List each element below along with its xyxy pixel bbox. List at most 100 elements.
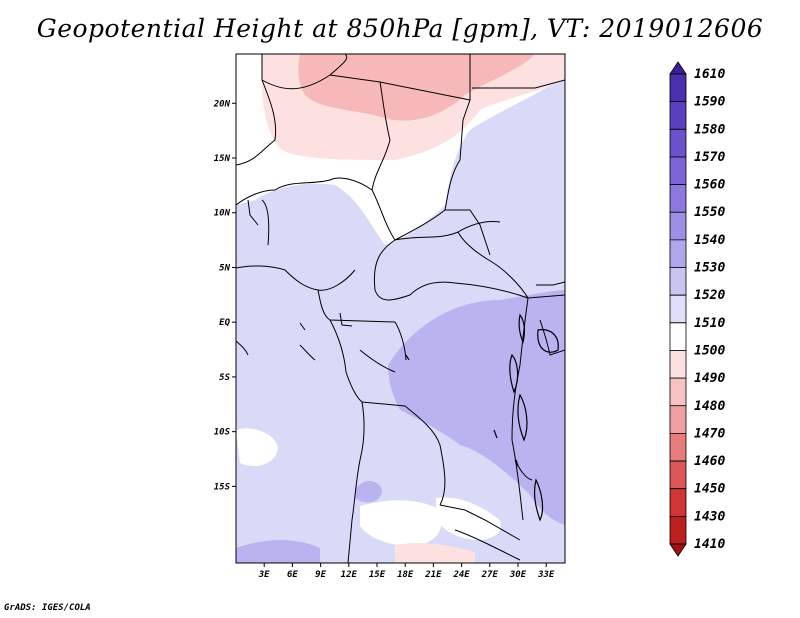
grads-credit: GrADS: IGES/COLA <box>4 603 91 613</box>
colorbar-swatch <box>669 460 687 490</box>
lat-tick-label: 10N <box>214 209 231 219</box>
country-border <box>394 231 529 299</box>
colorbar-swatch <box>669 128 687 158</box>
country-border <box>339 312 353 327</box>
lat-tick-label: EQ <box>219 318 230 328</box>
country-border <box>236 177 373 206</box>
lat-tick-label: 5S <box>219 373 230 383</box>
lat-tick-label: 10S <box>214 428 231 438</box>
colorbar-swatch <box>669 267 687 296</box>
lat-tick-label: 15N <box>214 154 231 164</box>
country-border <box>457 221 501 233</box>
colorbar-swatch <box>669 61 687 75</box>
country-border <box>361 401 446 506</box>
country-border <box>371 189 411 301</box>
map-title: Geopotential Height at 850hPa [gpm], VT:… <box>36 14 764 43</box>
region-red-core <box>298 54 535 121</box>
country-border <box>454 529 521 561</box>
lon-tick-label: 21E <box>424 570 442 580</box>
lake-outline <box>517 393 528 442</box>
colorbar-label: 1570 <box>694 150 725 165</box>
colorbar-swatch <box>669 488 687 517</box>
lon-tick-label: 18E <box>397 570 414 580</box>
colorbar-swatch <box>669 543 687 557</box>
country-border <box>247 199 259 226</box>
lake-outline <box>493 429 498 439</box>
lon-tick-label: 24E <box>452 570 470 580</box>
lake-outline <box>515 459 519 467</box>
colorbar-label: 1490 <box>694 371 725 386</box>
lon-tick-label: 3E <box>258 570 270 580</box>
lon-tick-label: 27E <box>481 570 499 580</box>
colorbar-swatch <box>669 101 687 130</box>
lon-tick-label: 6E <box>287 570 298 580</box>
colorbar-label: 1470 <box>694 426 725 441</box>
country-border <box>261 199 270 246</box>
map-frame <box>235 53 566 564</box>
country-border <box>439 504 521 541</box>
region-medium-blue-congo <box>355 481 382 503</box>
colorbar-label: 1410 <box>694 537 725 552</box>
colorbar-label: 1510 <box>694 316 725 331</box>
country-border <box>539 319 565 356</box>
country-border <box>347 401 365 563</box>
colorbar-label: 1530 <box>694 261 725 276</box>
map-panel <box>235 53 566 564</box>
colorbar-label: 1460 <box>694 454 725 469</box>
country-border <box>317 289 396 323</box>
colorbar-swatch <box>669 73 687 103</box>
lat-tick-label: 5N <box>219 263 230 273</box>
colorbar-swatch <box>669 433 687 462</box>
country-border <box>394 321 407 361</box>
colorbar-label: 1590 <box>694 95 725 110</box>
country-border <box>472 79 565 89</box>
country-border <box>236 265 356 291</box>
country-border <box>359 349 396 373</box>
country-border <box>409 281 565 299</box>
country-border <box>329 54 471 101</box>
country-border <box>329 319 363 403</box>
country-border <box>299 322 316 361</box>
colorbar-label: 1430 <box>694 509 725 524</box>
colorbar-swatch <box>669 239 687 268</box>
colorbar-swatch <box>669 294 687 324</box>
colorbar-label: 1520 <box>694 288 725 303</box>
colorbar-label: 1550 <box>694 205 725 220</box>
country-border <box>511 297 529 441</box>
lake-outline <box>405 354 410 361</box>
colorbar-label: 1500 <box>694 343 725 358</box>
lake-outline <box>518 313 526 344</box>
colorbar-label: 1610 <box>694 67 725 82</box>
lon-tick-label: 15E <box>369 570 386 580</box>
region-pink-sahara <box>395 542 475 563</box>
region-medium-blue-congo <box>236 540 320 563</box>
colorbar-label: 1540 <box>694 233 725 248</box>
colorbar-label: 1580 <box>694 122 725 137</box>
lon-tick-label: 12E <box>341 570 358 580</box>
colorbar-swatch <box>669 377 687 407</box>
colorbar-label: 1450 <box>694 482 725 497</box>
colorbar-label: 1560 <box>694 178 725 193</box>
lon-tick-label: 9E <box>315 570 326 580</box>
lat-tick-label: 15S <box>214 482 231 492</box>
lon-tick-label: 33E <box>537 570 555 580</box>
map-axes: 20N 15N 10N 5N EQ 5S 10S 15S 3E 6E 9E 12E 15E 18E 21E 2… <box>213 99 555 580</box>
country-border <box>445 209 491 256</box>
region-white-sahel <box>436 497 501 540</box>
country-border <box>261 54 348 90</box>
lon-tick-label: 30E <box>509 570 527 580</box>
country-border <box>511 439 524 521</box>
lake-outline <box>534 478 544 522</box>
lake-outline <box>509 353 519 394</box>
colorbar-swatch <box>669 405 687 434</box>
colorbar-swatch <box>669 515 687 545</box>
country-border <box>536 281 565 286</box>
region-white-sahel <box>236 428 278 467</box>
lat-tick-label: 20N <box>213 99 231 109</box>
region-medium-blue-congo <box>388 290 565 525</box>
colorbar: 1610 1590 1580 1570 1560 1550 1540 1530 1520 1510… <box>669 61 725 557</box>
region-white-sahel <box>360 500 442 546</box>
colorbar-label: 1480 <box>694 399 725 414</box>
country-border <box>236 54 277 166</box>
